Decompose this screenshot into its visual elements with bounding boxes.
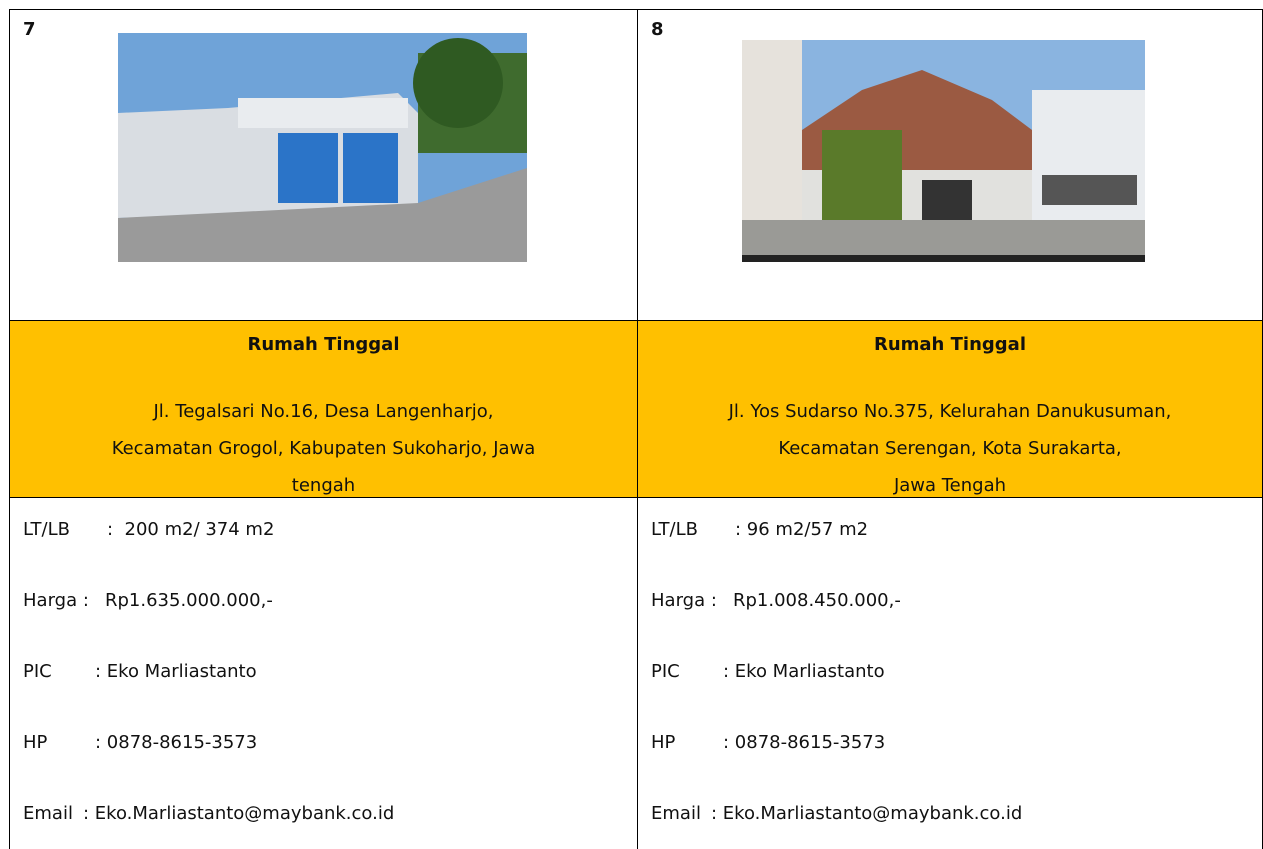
item-title: Rumah Tinggal — [9, 334, 638, 355]
detail-label: Harga : — [651, 590, 717, 611]
detail-label: PIC — [23, 661, 52, 682]
detail-value: : Eko Marliastanto — [723, 661, 885, 682]
detail-label: HP — [651, 732, 675, 753]
detail-label: LT/LB — [23, 519, 70, 540]
detail-value: Rp1.635.000.000,- — [105, 590, 273, 611]
page: 7 Rumah Tinggal Jl. Tegalsari No.16, Desa … — [0, 0, 1263, 848]
detail-value: : Eko.Marliastanto@maybank.co.id — [83, 803, 394, 824]
detail-value: : Eko.Marliastanto@maybank.co.id — [711, 803, 1022, 824]
photo — [118, 33, 527, 262]
detail-value: : 200 m2/ 374 m2 — [107, 519, 274, 540]
item-number: 8 — [651, 19, 664, 40]
address-line: Jl. Yos Sudarso No.375, Kelurahan Danuku… — [637, 393, 1263, 430]
photo — [742, 40, 1145, 262]
detail-label: PIC — [651, 661, 680, 682]
address-line: Kecamatan Serengan, Kota Surakarta, — [637, 430, 1263, 467]
detail-label: Harga : — [23, 590, 89, 611]
item-number: 7 — [23, 19, 36, 40]
address-line: Jawa Tengah — [637, 467, 1263, 504]
item-title: Rumah Tinggal — [637, 334, 1263, 355]
detail-label: Email — [23, 803, 73, 824]
address-line: Jl. Tegalsari No.16, Desa Langenharjo, — [9, 393, 638, 430]
detail-value: : 0878-8615-3573 — [95, 732, 257, 753]
detail-label: LT/LB — [651, 519, 698, 540]
address-line: Kecamatan Grogol, Kabupaten Sukoharjo, J… — [9, 430, 638, 467]
detail-label: Email — [651, 803, 701, 824]
detail-label: HP — [23, 732, 47, 753]
detail-value: Rp1.008.450.000,- — [733, 590, 901, 611]
detail-value: : 96 m2/57 m2 — [735, 519, 868, 540]
detail-value: : Eko Marliastanto — [95, 661, 257, 682]
document: 7 Rumah Tinggal Jl. Tegalsari No.16, Desa … — [0, 0, 1263, 848]
detail-value: : 0878-8615-3573 — [723, 732, 885, 753]
address-line: tengah — [9, 467, 638, 504]
